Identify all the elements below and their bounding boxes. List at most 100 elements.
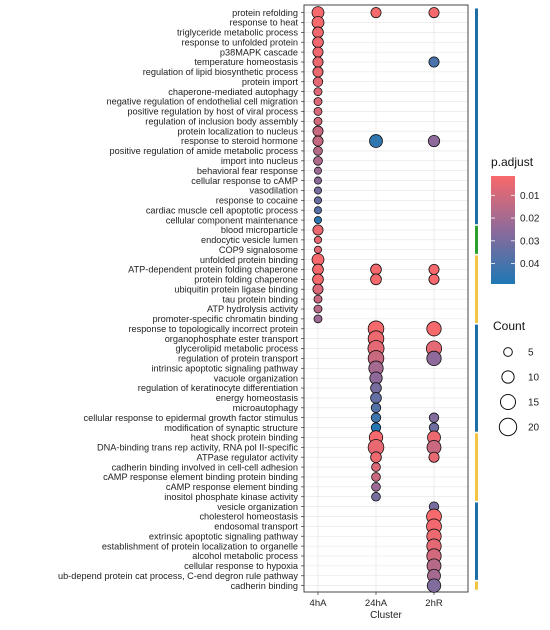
term-label: cadherin binding bbox=[231, 581, 298, 591]
term-label: regulation of keratinocyte differentiati… bbox=[138, 383, 298, 393]
data-point bbox=[428, 7, 440, 19]
term-label: cholesterol homeostasis bbox=[199, 512, 298, 522]
x-tick-label: 24hA bbox=[365, 598, 388, 609]
term-label: endosomal transport bbox=[214, 522, 298, 532]
group-bar bbox=[475, 255, 478, 324]
data-point bbox=[312, 125, 324, 137]
size-legend-circle bbox=[498, 417, 518, 437]
size-legend-circle bbox=[501, 370, 515, 384]
group-bar bbox=[475, 324, 478, 432]
term-label: cAMP response element binding bbox=[166, 482, 298, 492]
size-legend-circle bbox=[499, 393, 517, 411]
term-label: microautophagy bbox=[233, 403, 299, 413]
term-label: organophosphate ester transport bbox=[165, 334, 299, 344]
group-bar bbox=[475, 433, 478, 501]
data-point bbox=[370, 7, 382, 19]
data-point bbox=[426, 350, 442, 366]
term-label: promoter-specific chromatin binding bbox=[152, 314, 298, 324]
term-label: glycerolipid metabolic process bbox=[175, 344, 298, 354]
data-point bbox=[369, 134, 383, 148]
term-label: ATP hydrolysis activity bbox=[207, 304, 298, 314]
data-point bbox=[370, 263, 382, 276]
grid bbox=[304, 5, 468, 592]
data-point bbox=[312, 66, 324, 78]
group-bar bbox=[475, 8, 478, 225]
data-point bbox=[371, 462, 381, 472]
data-point bbox=[370, 412, 382, 423]
term-label: ATPase regulator activity bbox=[197, 452, 299, 462]
data-point bbox=[313, 235, 322, 244]
data-point bbox=[370, 451, 382, 464]
term-label: positive regulation by host of viral pro… bbox=[127, 107, 298, 117]
term-label: blood microparticle bbox=[221, 225, 298, 235]
term-label: establishment of protein localization to… bbox=[102, 541, 298, 551]
term-label: chaperone-mediated autophagy bbox=[168, 87, 298, 97]
term-label: response to steroid hormone bbox=[181, 136, 298, 146]
data-point bbox=[312, 26, 324, 39]
data-point bbox=[313, 314, 323, 324]
data-point bbox=[313, 216, 322, 225]
term-label: cellular response to cAMP bbox=[191, 176, 298, 186]
data-point bbox=[313, 116, 323, 126]
data-point bbox=[313, 97, 323, 106]
term-label: behavioral fear response bbox=[197, 166, 298, 176]
data-point bbox=[313, 196, 322, 205]
term-label: response to cocaine bbox=[216, 196, 298, 206]
data-point bbox=[313, 87, 323, 97]
term-label: energy homeostasis bbox=[216, 393, 299, 403]
term-label: vesicle organization bbox=[217, 502, 298, 512]
term-label: triglyceride metabolic process bbox=[177, 28, 298, 38]
term-label: alcohol metabolic process bbox=[192, 551, 298, 561]
term-label: cardiac muscle cell apoptotic process bbox=[146, 205, 299, 215]
group-bars bbox=[475, 8, 478, 590]
x-tick-label: 4hA bbox=[310, 598, 328, 609]
size-legend-label: 10 bbox=[528, 373, 540, 384]
data-point bbox=[370, 273, 382, 286]
data-point bbox=[312, 283, 324, 295]
group-bar bbox=[475, 225, 478, 254]
color-legend-title: p.adjust bbox=[491, 155, 534, 169]
size-legend-label: 5 bbox=[528, 348, 534, 359]
data-point bbox=[370, 382, 382, 394]
data-point bbox=[428, 273, 440, 285]
term-label: intrinsic apoptotic signaling pathway bbox=[151, 363, 298, 373]
group-bar bbox=[475, 502, 478, 580]
data-point bbox=[313, 294, 323, 304]
data-point bbox=[428, 263, 440, 275]
plot-panel-border bbox=[303, 4, 469, 593]
size-legend-title: Count bbox=[493, 319, 526, 333]
data-point bbox=[426, 578, 442, 593]
term-label: ATP-dependent protein folding chaperone bbox=[128, 265, 298, 275]
term-label: cadherin binding involved in cell-cell a… bbox=[112, 462, 298, 472]
data-point bbox=[371, 482, 381, 492]
term-label: response to unfolded protein bbox=[182, 37, 298, 47]
term-label: p38MAPK cascade bbox=[220, 47, 298, 57]
data-point bbox=[370, 392, 382, 404]
term-label: cellular component maintenance bbox=[166, 215, 298, 225]
x-axis-ticks: 4hA 24hA 2hR bbox=[310, 592, 443, 609]
term-label: inositol phosphate kinase activity bbox=[164, 492, 298, 502]
term-label: cAMP response element binding protein bi… bbox=[103, 472, 298, 482]
data-point bbox=[371, 491, 381, 502]
term-label: positive regulation of amide metabolic p… bbox=[110, 146, 299, 156]
size-legend-circle bbox=[503, 347, 513, 357]
color-legend-label: 0.03 bbox=[520, 236, 540, 247]
term-label: ub-depend protein cat process, C-end deg… bbox=[58, 571, 298, 581]
data-point bbox=[313, 206, 322, 215]
data-point bbox=[312, 46, 324, 58]
term-label: import into nucleus bbox=[221, 156, 299, 166]
data-point bbox=[313, 146, 323, 156]
x-axis-title: Cluster bbox=[370, 610, 402, 621]
size-legend-label: 20 bbox=[528, 423, 540, 434]
color-legend-label: 0.04 bbox=[520, 259, 540, 270]
term-label: modification of synaptic structure bbox=[164, 423, 298, 433]
term-label: heat shock protein binding bbox=[191, 433, 298, 443]
size-legend-label: 15 bbox=[528, 398, 540, 409]
data-point bbox=[313, 245, 322, 254]
term-label: protein import bbox=[242, 77, 299, 87]
data-point bbox=[313, 166, 322, 175]
data-point bbox=[312, 273, 324, 286]
color-legend-bar bbox=[491, 176, 515, 284]
